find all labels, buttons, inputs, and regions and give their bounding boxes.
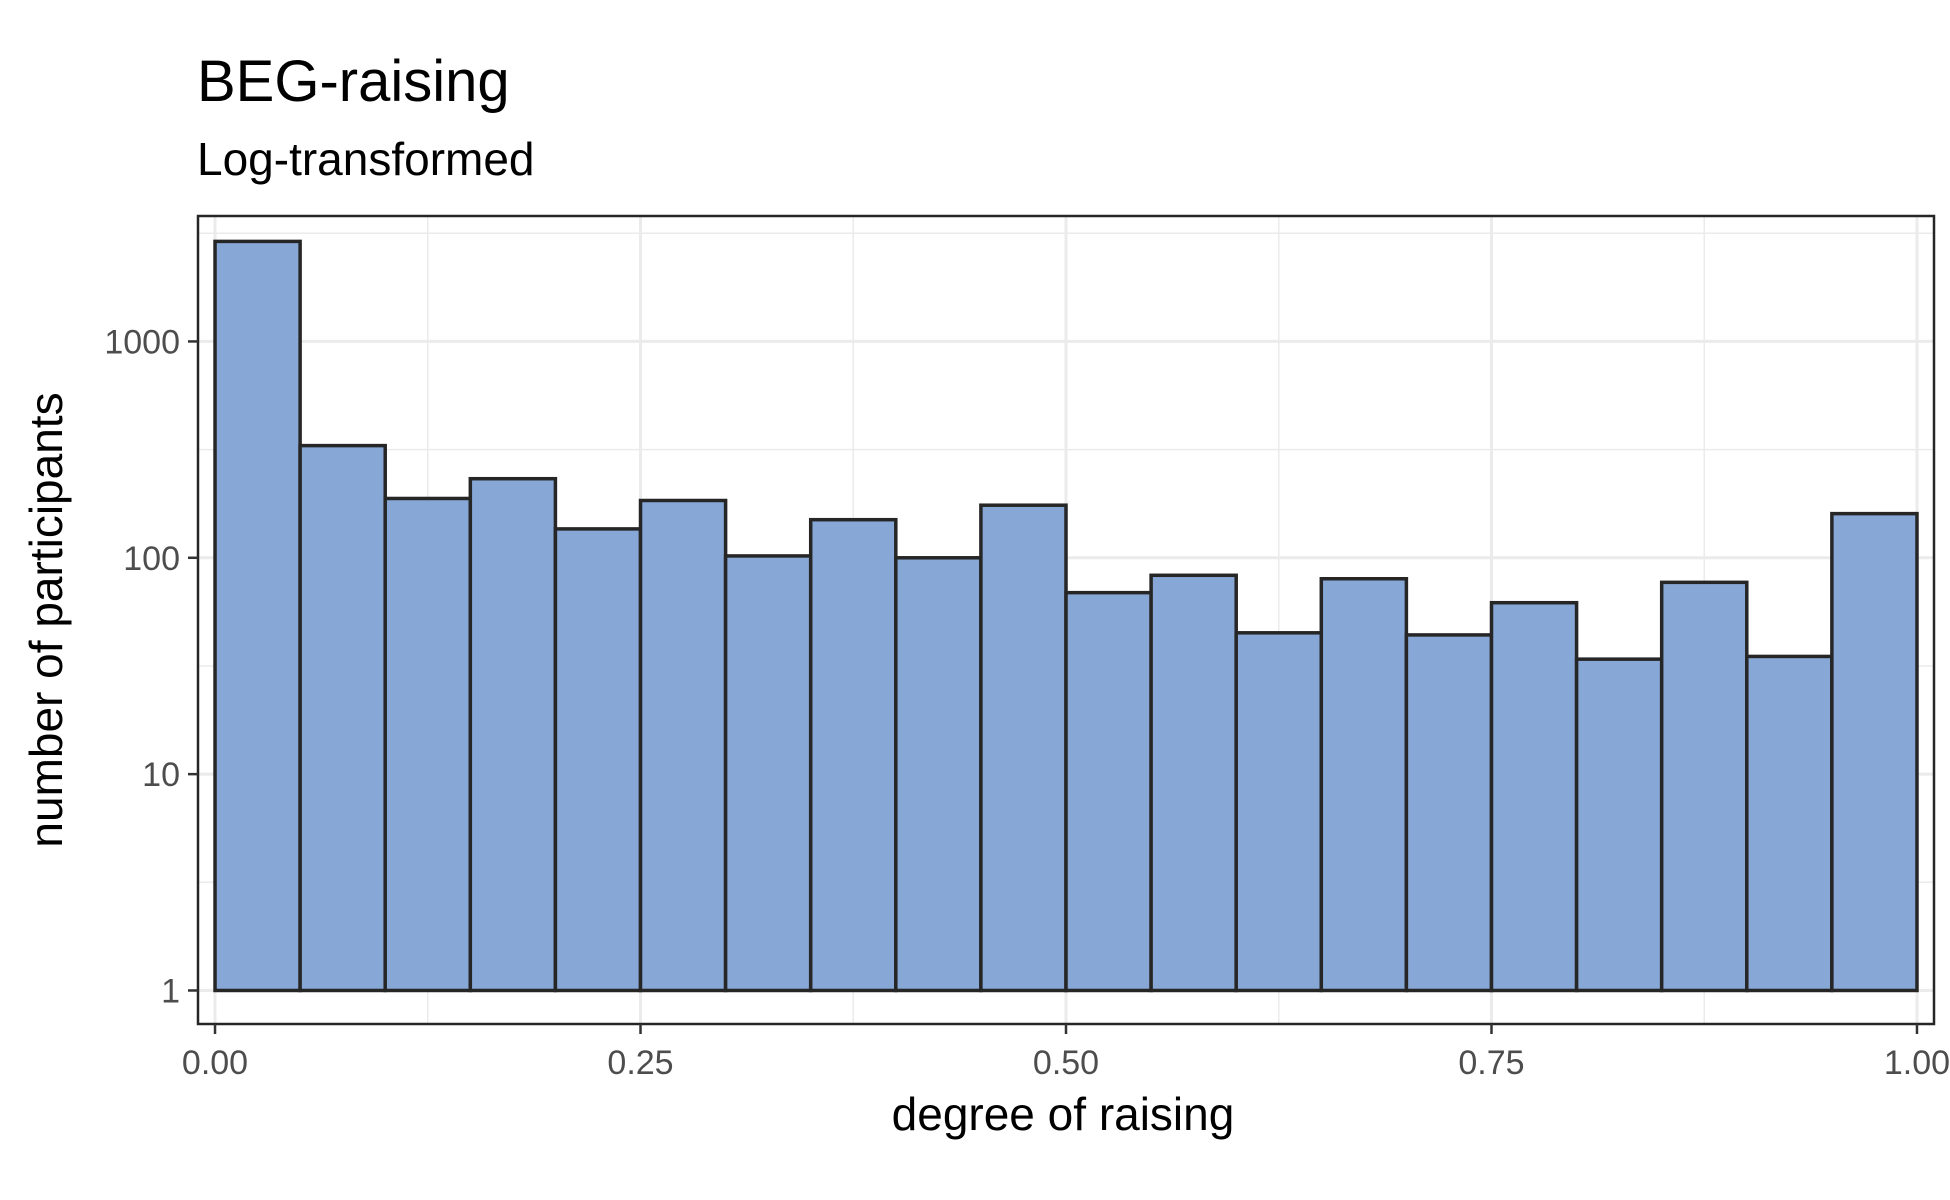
x-tick-label: 0.50 bbox=[1033, 1044, 1099, 1082]
histogram-bar bbox=[553, 527, 643, 993]
histogram-bar bbox=[723, 554, 813, 993]
x-tick-label: 1.00 bbox=[1884, 1044, 1950, 1082]
x-axis: 0.00 0.25 0.50 0.75 1.00 bbox=[182, 1024, 1950, 1082]
x-tick-label: 0.25 bbox=[607, 1044, 673, 1082]
histogram-bar bbox=[894, 556, 983, 993]
histogram-bar bbox=[1149, 573, 1238, 993]
y-tick-label: 100 bbox=[123, 540, 180, 578]
chart-title: BEG-raising bbox=[197, 49, 510, 114]
histogram-bar bbox=[1234, 631, 1324, 993]
histogram-bar bbox=[383, 496, 473, 993]
histogram-bar bbox=[1574, 657, 1664, 993]
histogram-bar bbox=[1659, 580, 1749, 993]
histogram-bar bbox=[298, 443, 387, 993]
y-axis-label: number of participants bbox=[20, 392, 72, 847]
x-tick-label: 0.75 bbox=[1458, 1044, 1524, 1082]
histogram-bar bbox=[1404, 633, 1494, 993]
y-tick-label: 1000 bbox=[104, 323, 180, 361]
y-tick-label: 1 bbox=[161, 972, 180, 1010]
histogram-bar bbox=[979, 503, 1068, 993]
x-tick-label: 0.00 bbox=[182, 1044, 248, 1082]
y-tick-label: 10 bbox=[142, 756, 180, 794]
histogram-bar bbox=[638, 498, 728, 993]
x-axis-label: degree of raising bbox=[892, 1088, 1235, 1140]
histogram-bar bbox=[468, 476, 558, 993]
histogram-bars bbox=[213, 239, 1919, 993]
histogram-bar bbox=[808, 517, 898, 993]
histogram-bar bbox=[1489, 600, 1579, 993]
histogram-bar bbox=[1319, 577, 1409, 993]
histogram-bar bbox=[1064, 590, 1153, 993]
histogram-bar bbox=[1830, 511, 1919, 993]
histogram-bar bbox=[1745, 654, 1834, 993]
y-axis: 1 10 100 1000 bbox=[104, 323, 198, 1010]
chart-subtitle: Log-transformed bbox=[197, 133, 535, 185]
histogram-bar bbox=[213, 239, 302, 993]
